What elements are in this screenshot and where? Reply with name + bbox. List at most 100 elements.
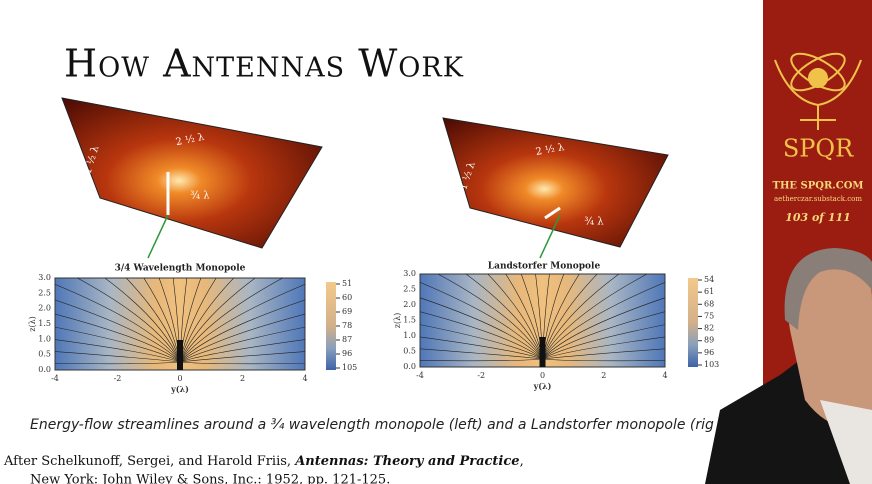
x-axis-label: y(λ) [533, 381, 552, 391]
y-tick-label: 1.0 [38, 334, 51, 343]
streamline [179, 313, 305, 363]
colorbar-tick-label: 61 [704, 287, 714, 296]
x-tick-label: -2 [477, 371, 485, 380]
streamline [542, 274, 598, 360]
streamline [542, 274, 620, 360]
streamline [179, 299, 305, 363]
streamline [437, 274, 543, 360]
citation-line-1: After Schelkunoff, Sergei, and Harold Fr… [3, 454, 524, 469]
streamline [55, 339, 181, 363]
x-tick-label: 2 [601, 371, 606, 380]
x-tick-label: 0 [540, 371, 545, 380]
y-tick-label: 1.0 [403, 331, 416, 340]
colorbar-tick-label: 82 [704, 324, 714, 333]
y-tick-label: 0.5 [403, 347, 416, 356]
streamline [76, 278, 181, 363]
x-tick-label: 0 [177, 374, 182, 383]
colorbar-tick-label: 75 [704, 311, 714, 320]
logo-text: SPQR [783, 135, 854, 163]
streamline [420, 348, 543, 360]
y-tick-label: 2.0 [38, 304, 51, 313]
y-tick-label: 2.0 [403, 300, 416, 309]
streamline [179, 361, 305, 365]
colorbar-tick-label: 51 [342, 279, 352, 288]
x-axis-label: y(λ) [170, 384, 189, 394]
substack-url: aetherczar.substack.com [774, 195, 862, 203]
y-axis-label: z(λ) [28, 316, 37, 332]
colorbar-tick-label: 89 [704, 336, 714, 345]
streamline [465, 274, 543, 360]
colorbar-tick-label: 60 [342, 293, 352, 302]
plot-title: Landstorfer Monopole [488, 262, 601, 272]
page-counter: 103 of 111 [785, 211, 851, 224]
streamline [420, 311, 543, 360]
streamline [55, 283, 181, 363]
slide-title: How Antennas Work [64, 42, 464, 86]
streamline [125, 278, 181, 363]
y-tick-label: 0.5 [38, 350, 51, 359]
colorbar-tick-label: 87 [342, 335, 352, 344]
streamline [55, 361, 181, 365]
slide-background [0, 0, 763, 484]
y-tick-label: 3.0 [403, 269, 416, 278]
antenna [544, 206, 561, 220]
colorbar-tick-label: 96 [342, 349, 352, 358]
axis-arrow [147, 214, 169, 259]
colorbar-tick-label: 78 [342, 321, 352, 330]
colorbar-tick-label: 54 [704, 275, 714, 284]
y-tick-label: 2.5 [403, 285, 416, 294]
streamline [179, 351, 305, 363]
site-name: THE SPQR.COM [773, 181, 864, 192]
streamline [179, 278, 217, 363]
x-tick-label: -4 [51, 374, 59, 383]
streamline [542, 281, 665, 360]
streamline [179, 278, 256, 363]
figure: 2 ½ λ1 ½ λ¾ λ3/4 Wavelength Monopole0.00… [28, 97, 357, 394]
streamline [542, 274, 648, 360]
streamline [179, 326, 305, 363]
x-tick-label: -2 [114, 374, 122, 383]
streamline [179, 283, 305, 363]
streamline [143, 278, 181, 363]
field-3d-image [61, 97, 323, 249]
antenna-core [177, 340, 183, 370]
colorbar [688, 278, 698, 367]
plot-title: 3/4 Wavelength Monopole [115, 264, 246, 274]
streamline [420, 336, 543, 360]
streamline [55, 313, 181, 363]
dimension-label: ¾ λ [584, 217, 604, 228]
streamline [179, 339, 305, 363]
y-tick-label: 0.0 [403, 362, 416, 371]
y-axis-label: z(λ) [393, 313, 402, 329]
caption: Energy-flow streamlines around a ¾ wavel… [30, 417, 714, 433]
field-3d-image [442, 117, 669, 248]
y-tick-label: 2.5 [38, 288, 51, 297]
y-tick-label: 1.5 [38, 319, 51, 328]
x-tick-label: 4 [662, 371, 667, 380]
y-tick-label: 0.0 [38, 365, 51, 374]
dimension-label: ¾ λ [190, 191, 210, 202]
streamline [55, 351, 181, 363]
colorbar-tick-label: 69 [342, 307, 352, 316]
streamline [542, 274, 580, 360]
streamline [542, 336, 665, 360]
streamline [420, 281, 543, 360]
x-tick-label: 4 [302, 374, 307, 383]
streamline [505, 274, 543, 360]
streamline [179, 278, 235, 363]
citation-prefix: After Schelkunoff, Sergei, and Harold Fr… [3, 454, 295, 469]
colorbar-tick-label: 96 [704, 348, 714, 357]
streamline [55, 299, 181, 363]
axis-arrow [539, 214, 561, 259]
streamline [55, 326, 181, 363]
dimension-label: 2 ½ λ [535, 142, 566, 158]
streamline [420, 324, 543, 360]
streamline [104, 278, 181, 363]
colorbar-tick-label: 68 [704, 299, 714, 308]
streamline [542, 324, 665, 360]
streamline [542, 358, 665, 362]
streamline [487, 274, 543, 360]
y-tick-label: 3.0 [38, 273, 51, 282]
